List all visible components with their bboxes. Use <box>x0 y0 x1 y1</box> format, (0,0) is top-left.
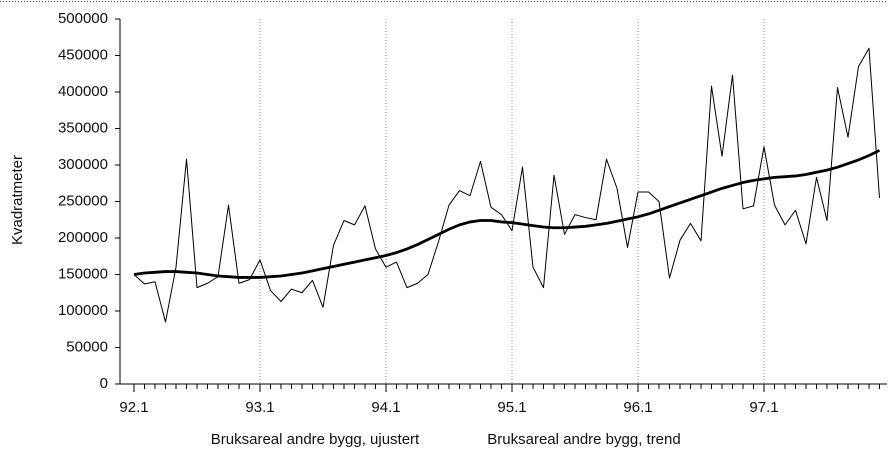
x-tick-label: 95.1 <box>497 399 526 416</box>
y-tick-label: 400000 <box>58 83 108 100</box>
y-tick-label: 200000 <box>58 229 108 246</box>
legend-label: Bruksareal andre bygg, trend <box>487 431 680 448</box>
series-line <box>133 149 881 279</box>
y-tick-label: 100000 <box>58 302 108 319</box>
y-tick-label: 450000 <box>58 46 108 63</box>
x-tick-label: 93.1 <box>245 399 274 416</box>
x-tick-label: 97.1 <box>749 399 778 416</box>
y-tick-label: 150000 <box>58 265 108 282</box>
series-line <box>133 47 880 323</box>
x-tick-label: 94.1 <box>371 399 400 416</box>
x-tick-label: 92.1 <box>119 399 148 416</box>
y-tick-label: 250000 <box>58 192 108 209</box>
y-axis-label: Kvadratmeter <box>9 155 26 245</box>
y-tick-label: 0 <box>100 375 108 392</box>
x-tick-label: 96.1 <box>623 399 652 416</box>
y-tick-label: 300000 <box>58 156 108 173</box>
y-tick-label: 350000 <box>58 119 108 136</box>
y-tick-label: 500000 <box>58 10 108 27</box>
y-tick-label: 50000 <box>66 338 108 355</box>
legend-label: Bruksareal andre bygg, ujustert <box>211 431 420 448</box>
